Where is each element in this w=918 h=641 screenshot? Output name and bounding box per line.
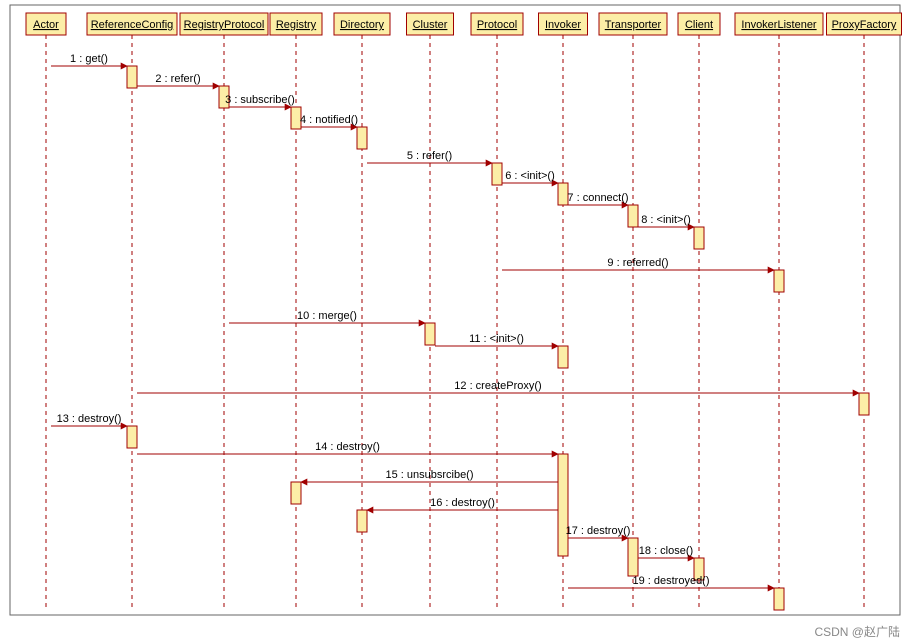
lifeline-proxyfactory: ProxyFactory — [827, 13, 902, 610]
lifeline-transporter: Transporter — [599, 13, 667, 610]
message-label-14: 14 : destroy() — [315, 441, 380, 453]
message-label-1: 1 : get() — [70, 53, 108, 65]
activation-protocol — [492, 163, 502, 185]
message-label-12: 12 : createProxy() — [454, 380, 541, 392]
message-label-13: 13 : destroy() — [57, 413, 122, 425]
message-label-2: 2 : refer() — [155, 73, 200, 85]
sequence-diagram: ActorReferenceConfigRegistryProtocolRegi… — [0, 0, 918, 641]
lifeline-cluster: Cluster — [407, 13, 454, 610]
svg-text:ReferenceConfig: ReferenceConfig — [91, 19, 174, 31]
activation-invoker — [558, 346, 568, 368]
svg-text:RegistryProtocol: RegistryProtocol — [184, 19, 265, 31]
message-label-6: 6 : <init>() — [505, 170, 555, 182]
activation-directory — [357, 127, 367, 149]
diagram-frame — [10, 5, 900, 615]
lifelines: ActorReferenceConfigRegistryProtocolRegi… — [26, 13, 902, 610]
svg-text:Registry: Registry — [276, 19, 317, 31]
svg-text:Cluster: Cluster — [413, 19, 448, 31]
svg-text:ProxyFactory: ProxyFactory — [832, 19, 897, 31]
message-label-4: 4 : notified() — [300, 114, 358, 126]
activation-cluster — [425, 323, 435, 345]
activation-refcfg — [127, 66, 137, 88]
watermark: CSDN @赵广陆 — [814, 624, 900, 639]
activation-transporter — [628, 538, 638, 576]
lifeline-refcfg: ReferenceConfig — [87, 13, 177, 610]
svg-text:Client: Client — [685, 19, 713, 31]
activation-invlistener — [774, 270, 784, 292]
message-label-10: 10 : merge() — [297, 310, 357, 322]
message-label-18: 18 : close() — [639, 545, 693, 557]
message-label-11: 11 : <init>() — [469, 333, 524, 345]
svg-text:Invoker: Invoker — [545, 19, 581, 31]
svg-text:Directory: Directory — [340, 19, 385, 31]
message-label-5: 5 : refer() — [407, 150, 452, 162]
message-label-7: 7 : connect() — [567, 192, 628, 204]
message-label-9: 9 : referred() — [607, 257, 668, 269]
lifeline-invlistener: InvokerListener — [735, 13, 823, 610]
lifeline-actor: Actor — [26, 13, 66, 610]
message-label-15: 15 : unsubsrcibe() — [385, 469, 473, 481]
activation-invoker — [558, 454, 568, 556]
activation-invlistener — [774, 588, 784, 610]
svg-text:Actor: Actor — [33, 19, 59, 31]
lifeline-client: Client — [678, 13, 720, 610]
activation-proxyfactory — [859, 393, 869, 415]
activation-refcfg — [127, 426, 137, 448]
svg-text:InvokerListener: InvokerListener — [741, 19, 817, 31]
svg-text:Transporter: Transporter — [605, 19, 662, 31]
activation-transporter — [628, 205, 638, 227]
activation-directory — [357, 510, 367, 532]
lifeline-protocol: Protocol — [471, 13, 523, 610]
activation-client — [694, 227, 704, 249]
message-label-16: 16 : destroy() — [430, 497, 495, 509]
message-label-8: 8 : <init>() — [641, 214, 691, 226]
message-label-17: 17 : destroy() — [566, 525, 631, 537]
messages: 1 : get() 2 : refer() 3 : subscribe() 4 : n… — [51, 53, 859, 588]
message-label-3: 3 : subscribe() — [225, 94, 295, 106]
svg-text:Protocol: Protocol — [477, 19, 517, 31]
message-label-19: 19 : destroyed() — [632, 575, 709, 587]
activation-registry — [291, 482, 301, 504]
